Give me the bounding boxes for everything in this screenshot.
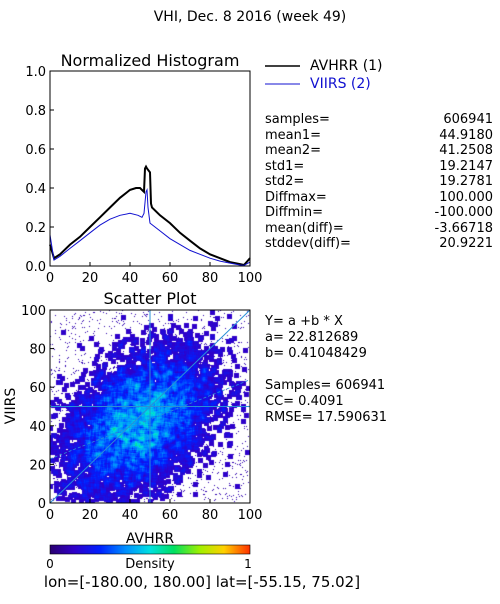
regression-equation: Y= a +b * X	[265, 314, 343, 329]
regression-samples: Samples= 606941	[265, 378, 386, 393]
stat-label: mean1=	[265, 127, 322, 143]
histogram-ytick-label: 0.6	[25, 143, 46, 158]
scatter-frame	[49, 309, 251, 504]
histogram-title: Normalized Histogram	[61, 51, 240, 70]
histogram-xtick-label: 0	[46, 271, 54, 286]
scatter-ytick-label: 20	[29, 458, 46, 473]
histogram-ytick-label: 0.8	[25, 104, 46, 119]
stat-label: std1=	[265, 158, 305, 174]
histogram-ytick-label: 0.4	[25, 182, 46, 197]
stat-label: std2=	[265, 174, 305, 189]
stat-label: mean2=	[265, 143, 322, 158]
stat-value: 19.2781	[439, 174, 493, 189]
scatter-title: Scatter Plot	[104, 289, 197, 308]
stat-row: Diffmax= 100.000	[265, 190, 493, 206]
stat-value: -100.000	[434, 205, 493, 220]
stat-label: Diffmax=	[265, 189, 327, 205]
stat-row: Diffmin= -100.000	[265, 205, 493, 221]
histogram-series-line-viirs	[49, 187, 251, 266]
scatter-xtick-label: 80	[202, 508, 219, 523]
stat-value: 19.2147	[439, 158, 493, 174]
regression-cc: CC= 0.4091	[265, 394, 344, 409]
histogram-xtick-label: 20	[82, 271, 99, 286]
scatter-ytick-label: 80	[29, 343, 46, 358]
histogram-xtick-label: 40	[122, 271, 139, 286]
scatter-xtick-label: 60	[162, 508, 179, 523]
regression-b: b= 0.41048429	[265, 346, 367, 361]
colorbar-label: Density	[125, 557, 175, 572]
scatter-plot	[49, 309, 251, 504]
regression-line	[49, 379, 251, 460]
scatter-xlabel: AVHRR	[126, 531, 175, 547]
scatter-ytick-label: 100	[21, 304, 46, 319]
histogram-frame	[49, 70, 251, 267]
histogram-ytick-label: 0.0	[25, 260, 46, 275]
histogram-xtick-label: 100	[238, 271, 263, 286]
stat-value: 100.000	[439, 189, 493, 205]
regression-rmse: RMSE= 17.590631	[265, 410, 388, 425]
histogram-series-line-avhrr	[49, 164, 251, 267]
stat-row: mean2= 41.2508	[265, 143, 493, 159]
scatter-xtick-label: 100	[238, 508, 263, 523]
identity-line	[49, 309, 251, 504]
colorbar	[49, 544, 251, 555]
histogram-xtick-label: 80	[202, 271, 219, 286]
scatter-ylabel: VIIRS	[3, 388, 19, 425]
stat-label: Diffmin=	[265, 205, 323, 220]
stat-label: stddev(diff)=	[265, 236, 351, 251]
stat-row: std1= 19.2147	[265, 159, 493, 175]
page-title: VHI, Dec. 8 2016 (week 49)	[154, 9, 347, 25]
stat-row: mean1= 44.9180	[265, 128, 493, 144]
scatter-axes: 0 20 40 60 80 100 0 20 40 60 80 100	[21, 304, 262, 523]
stat-label: mean(diff)=	[265, 220, 344, 236]
stat-value: 44.9180	[439, 127, 493, 143]
scatter-ytick-label: 0	[38, 497, 46, 512]
stat-value: -3.66718	[434, 220, 493, 236]
stat-row: mean(diff)= -3.66718	[265, 221, 493, 237]
histogram-plot	[49, 164, 251, 267]
scatter-xtick-label: 20	[82, 508, 99, 523]
stat-value: 606941	[443, 112, 493, 127]
legend-label-avhrr: AVHRR (1)	[310, 58, 383, 74]
legend-label-viirs: VIIRS (2)	[310, 76, 371, 92]
stat-value: 41.2508	[439, 143, 493, 158]
stat-label: samples=	[265, 112, 330, 127]
colorbar-min-label: 0	[46, 557, 54, 571]
colorbar-max-label: 1	[244, 557, 252, 571]
scatter-ytick-label: 60	[29, 381, 46, 396]
scatter-ytick-label: 40	[29, 420, 46, 435]
histogram-axes: 0 20 40 60 80 100 0.0 0.2 0.4 0.6 0.8 1.0	[25, 65, 262, 286]
histogram-ytick-label: 1.0	[25, 65, 46, 80]
stat-value: 20.9221	[439, 236, 493, 251]
regression-a: a= 22.812689	[265, 330, 359, 345]
stat-row: stddev(diff)= 20.9221	[265, 236, 493, 252]
histogram-ytick-label: 0.2	[25, 221, 46, 236]
regression-stats: Y= a +b * X a= 22.812689 b= 0.41048429 S…	[265, 314, 387, 426]
stat-row: samples= 606941	[265, 112, 493, 128]
scatter-xtick-label: 0	[46, 508, 54, 523]
scatter-xtick-label: 40	[122, 508, 139, 523]
stat-row: std2= 19.2781	[265, 174, 493, 190]
histogram-stats: samples= 606941 mean1= 44.9180 mean2= 41.2508…	[265, 112, 493, 252]
histogram-xtick-label: 60	[162, 271, 179, 286]
footer-range: lon=[-180.00, 180.00] lat=[-55.15, 75.02…	[44, 573, 360, 591]
